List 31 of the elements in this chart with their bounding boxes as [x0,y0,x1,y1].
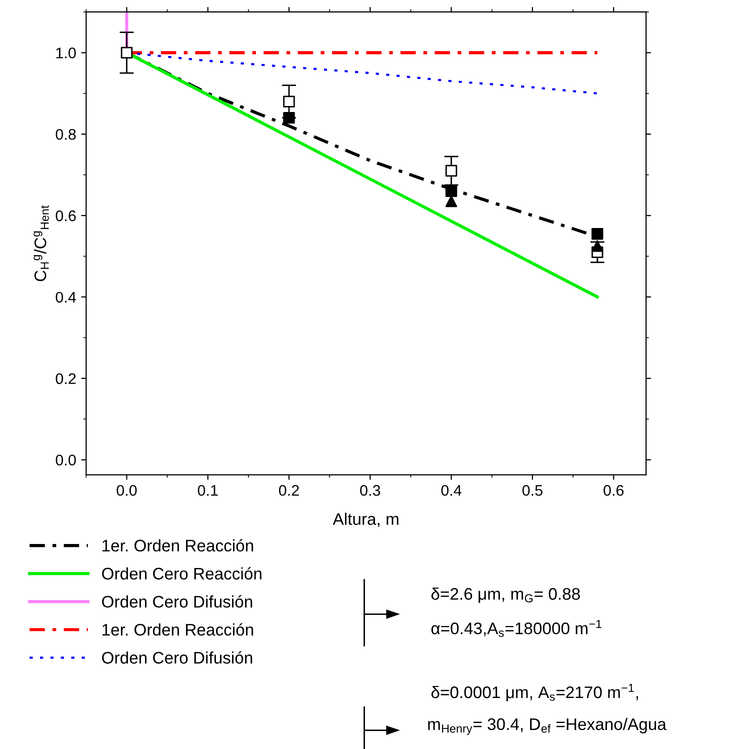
x-tick-label: 0.0 [116,484,137,496]
y-axis-title: C$_{H}$$^{g}$/C$^{g}$$_{Hent}$ [34,205,49,282]
y-tick-label: 0.0 [56,454,76,466]
legend-label: Orden Cero Difusión [102,595,252,608]
x-axis-title: Altura, m [332,512,398,527]
x-tick-label: 0.6 [604,484,624,496]
y-tick-label: 0.8 [56,128,76,140]
point [120,46,133,59]
x-tick-label: 0.5 [522,484,542,496]
x-tick-label: 0.3 [360,484,380,496]
text: δ=0.0001 μm, A$_{s}$=2170 m$^{−1}$, [431,684,638,702]
y-tick-label: 0.6 [56,210,76,222]
point [283,96,295,108]
legend-label: 1er. Orden Reacción [102,539,254,552]
legend-label: Orden Cero Reacción [102,567,262,580]
legend-label: Orden Cero Difusión [102,651,252,664]
x-tick-label: 0.4 [441,484,462,496]
legend-label: 1er. Orden Reacción [102,623,254,636]
point [592,240,604,252]
y-tick-label: 0.2 [56,373,76,384]
y-tick-label: 0.4 [56,292,76,303]
x-tick-label: 0.2 [278,484,299,496]
y-tick-label: 1.0 [56,48,76,58]
text: α=0.43,A$_{s}$=180000 m$^{−1}$ [431,620,602,637]
x-tick-label: 0.1 [198,484,218,496]
point [283,112,295,124]
text: δ=2.6 μm, m$_{G}$= 0.88 [431,588,580,603]
point [592,228,604,240]
point [445,164,458,177]
point [445,185,458,197]
text: m$_{Henry}$= 30.4, D$_{ef}$ =Hexano/Agua [428,718,666,736]
